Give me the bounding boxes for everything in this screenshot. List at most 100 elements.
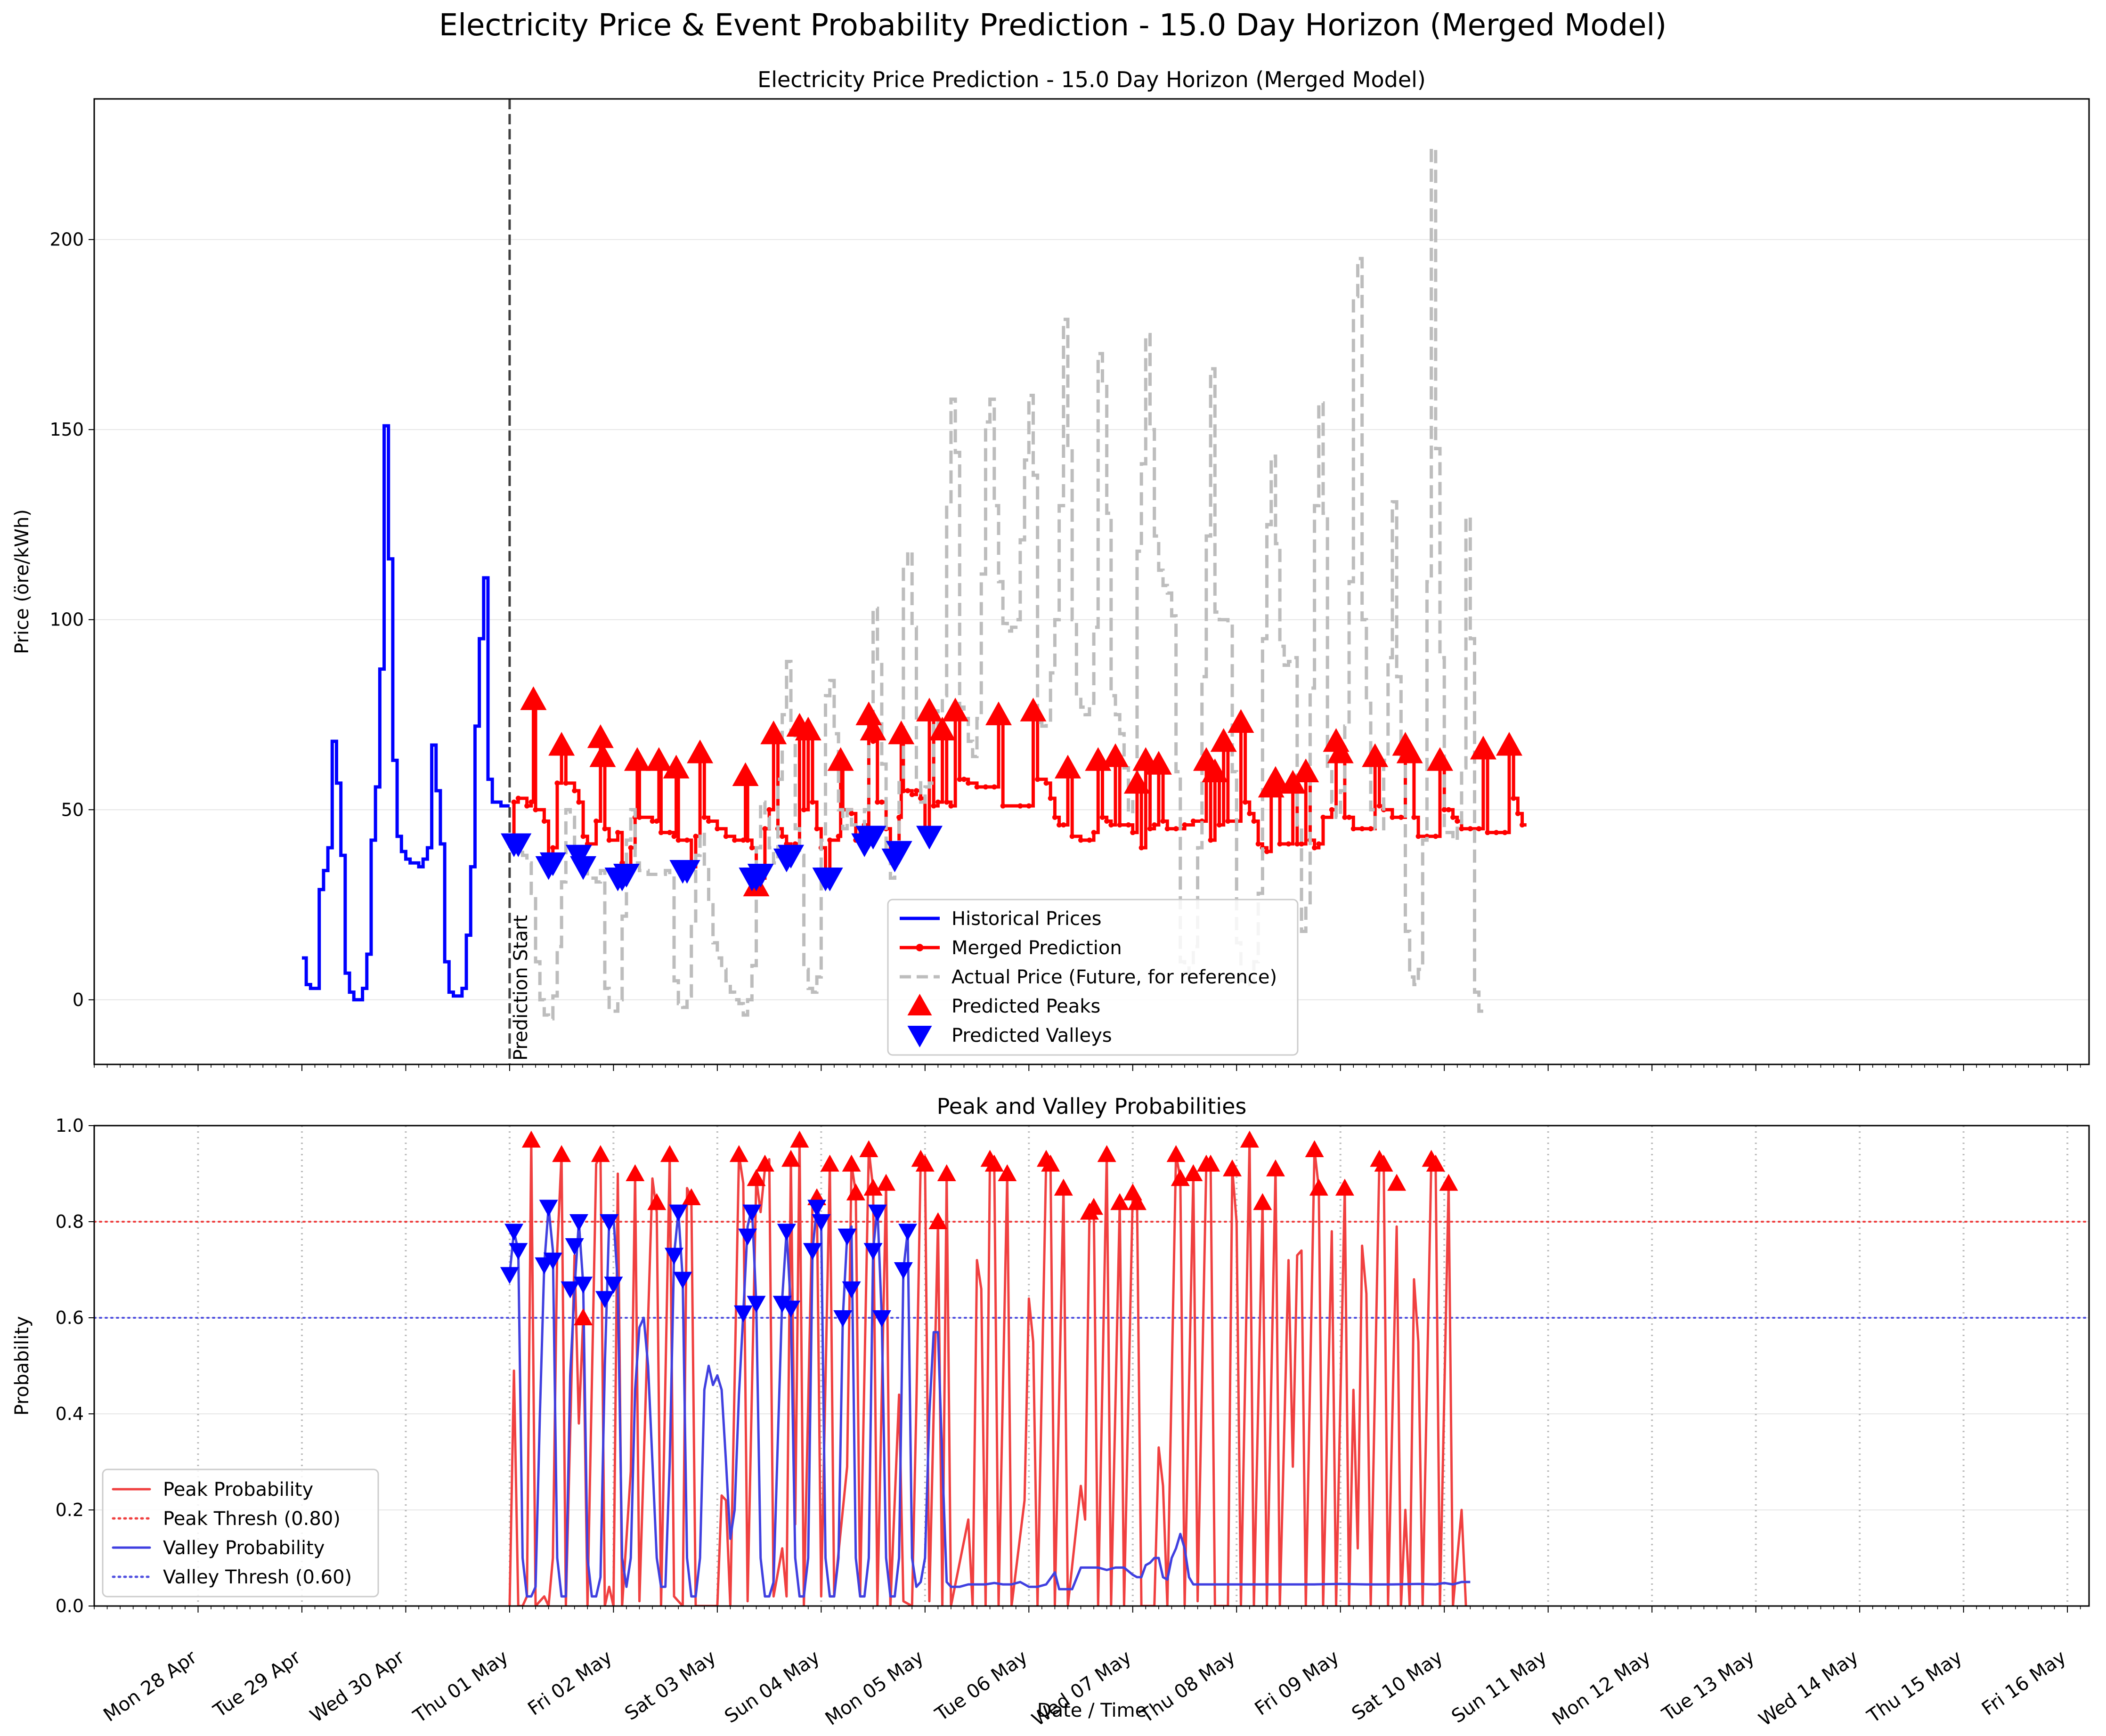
prediction-point	[1446, 807, 1451, 812]
prediction-point	[1441, 807, 1447, 812]
price-frame	[93, 98, 2090, 1065]
peak-marker	[663, 754, 690, 779]
valley-marker	[781, 1300, 801, 1318]
valley-marker	[747, 864, 774, 888]
prediction-point	[836, 834, 841, 839]
prediction-point	[814, 826, 820, 832]
prediction-point	[780, 834, 785, 839]
peak-marker	[1110, 1193, 1130, 1210]
valley-marker	[569, 1214, 588, 1231]
peak-marker	[1470, 736, 1496, 760]
valley-marker	[509, 1243, 528, 1260]
valley-marker	[500, 1267, 519, 1284]
valley-marker	[838, 1228, 857, 1246]
prediction-point	[628, 845, 634, 851]
figure-suptitle: Electricity Price & Event Probability Pr…	[439, 8, 1667, 43]
peak-marker	[626, 1164, 645, 1181]
peak-marker	[916, 698, 943, 722]
actual-price-line	[509, 146, 1483, 1021]
prediction-point	[715, 826, 720, 832]
prediction-point	[1057, 822, 1062, 828]
peak-marker	[1426, 1154, 1445, 1172]
prediction-point	[992, 784, 997, 790]
prob-ylabel: Probability	[11, 1316, 33, 1415]
prediction-point	[1459, 826, 1464, 832]
peak-marker	[1102, 743, 1129, 767]
prediction-point	[563, 780, 569, 786]
prediction-point	[931, 803, 936, 809]
prob-plot-area	[94, 1139, 2089, 1606]
valley-marker	[898, 1224, 918, 1241]
valley-probability-line	[508, 1206, 1471, 1598]
prediction-point	[1152, 822, 1157, 828]
prediction-point	[1182, 822, 1187, 828]
legend-peak-swatch	[907, 994, 932, 1015]
peak-marker	[1123, 770, 1150, 794]
x-axis-label: Date / Time	[1037, 1700, 1147, 1721]
peak-marker	[687, 739, 714, 763]
peak-marker	[624, 747, 651, 771]
peak-marker	[937, 1164, 956, 1181]
prediction-point	[1091, 830, 1097, 836]
prediction-point	[1294, 841, 1300, 847]
peak-marker	[1228, 709, 1254, 733]
peak-marker	[1427, 747, 1454, 771]
prediction-point	[615, 830, 621, 836]
valley-marker	[504, 1224, 524, 1241]
prediction-point	[1346, 814, 1352, 820]
peak-marker	[915, 1154, 935, 1172]
prob-ytick-label: 0.0	[56, 1596, 84, 1616]
valley-marker	[894, 1262, 913, 1279]
valley-marker	[833, 1310, 853, 1327]
peak-marker	[998, 1164, 1017, 1181]
prediction-point	[1108, 822, 1114, 828]
prediction-point	[879, 799, 885, 805]
prediction-point	[684, 837, 690, 843]
prediction-point	[675, 837, 681, 843]
valley-marker	[886, 841, 912, 865]
valley-marker	[778, 844, 805, 869]
prediction-point	[1415, 834, 1421, 839]
peak-marker	[1253, 1193, 1272, 1210]
price-ylabel: Price (öre/kWh)	[11, 509, 33, 654]
peak-marker	[1309, 1178, 1328, 1196]
prob-ytick-label: 0.2	[56, 1500, 84, 1520]
valley-marker	[673, 1272, 692, 1289]
valley-marker	[772, 1296, 792, 1313]
prediction-point	[650, 818, 655, 824]
prediction-point	[580, 834, 586, 839]
price-legend-box	[887, 899, 1299, 1056]
peak-marker	[1266, 1159, 1285, 1176]
prediction-point	[1035, 777, 1041, 782]
prediction-point	[1455, 818, 1460, 824]
peak-marker	[1279, 770, 1306, 794]
prediction-point	[1411, 814, 1417, 820]
peak-marker	[755, 1154, 774, 1172]
peak-marker	[520, 686, 547, 710]
peak-marker	[1020, 698, 1047, 722]
prediction-point	[1312, 845, 1317, 851]
prediction-point	[1138, 845, 1144, 851]
prediction-point	[1316, 841, 1322, 847]
peak-marker	[729, 1145, 748, 1162]
prediction-point	[762, 826, 768, 832]
prediction-point	[1277, 841, 1283, 847]
peak-marker	[1054, 754, 1081, 779]
peak-marker	[1084, 1198, 1104, 1215]
peak-marker	[1327, 739, 1354, 763]
peak-marker	[552, 1145, 571, 1162]
valley-marker	[863, 1243, 883, 1260]
prediction-point	[1398, 814, 1404, 820]
price-legend-label: Historical Prices	[951, 908, 1102, 930]
prediction-point	[1243, 799, 1248, 805]
valley-marker	[733, 1305, 753, 1322]
peak-marker	[660, 1145, 679, 1162]
prediction-point	[550, 845, 556, 851]
valley-marker	[812, 1214, 831, 1231]
peak-marker	[587, 724, 614, 748]
prediction-point	[1376, 803, 1382, 809]
valley-marker	[604, 1276, 623, 1294]
peak-marker	[1097, 1145, 1116, 1162]
peak-marker	[645, 747, 672, 771]
prediction-point	[1147, 826, 1153, 832]
